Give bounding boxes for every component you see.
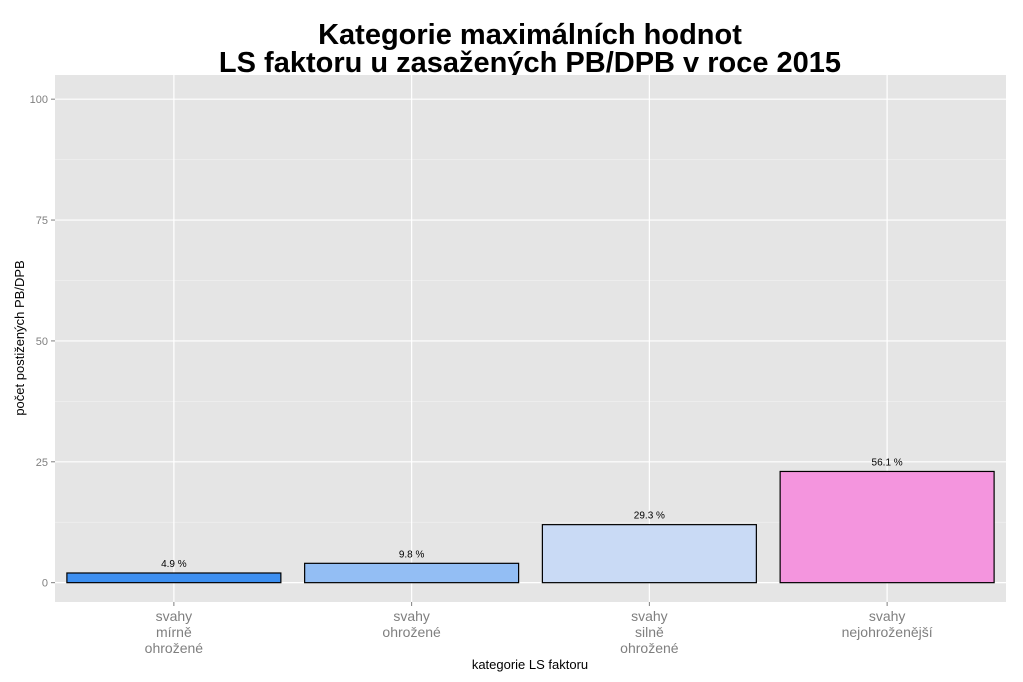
bar-data-label: 9.8 % [399,549,425,560]
chart-title-line-2: LS faktoru u zasažených PB/DPB v roce 20… [219,47,841,79]
x-tick-label: mírně [156,624,192,640]
bar-data-label: 4.9 % [161,559,187,570]
x-tick-label: svahy [869,608,906,624]
y-tick-label: 75 [36,215,48,227]
x-axis-label: kategorie LS faktoru [472,657,588,672]
bar [304,562,520,584]
y-axis-label: počet postižených PB/DPB [12,260,27,415]
bar [541,524,757,584]
y-tick-label: 50 [36,336,48,348]
x-tick-label: svahy [393,608,430,624]
x-axis: svahymírněohroženésvahyohroženésvahysiln… [145,602,933,656]
x-tick-label: ohrožené [620,640,679,656]
x-tick-label: silně [635,624,664,640]
y-axis: 0 25 50 75 100 [30,94,55,590]
y-tick-label: 25 [36,457,48,469]
y-tick-label: 0 [42,578,48,590]
x-tick-label: ohrožené [382,624,441,640]
chart-title-line-1: Kategorie maximálních hodnot [318,19,742,51]
bars: 4.9 % 9.8 % 29.3 % 56.1 % [66,457,995,584]
bar [66,572,282,584]
bar-data-label: 56.1 % [872,457,903,468]
bar [779,470,995,584]
x-tick-label: ohrožené [145,640,204,656]
x-tick-label: nejohroženější [842,624,933,640]
bar-data-label: 29.3 % [634,511,665,522]
y-tick-label: 100 [30,94,48,106]
x-tick-label: svahy [156,608,193,624]
x-tick-label: svahy [631,608,668,624]
